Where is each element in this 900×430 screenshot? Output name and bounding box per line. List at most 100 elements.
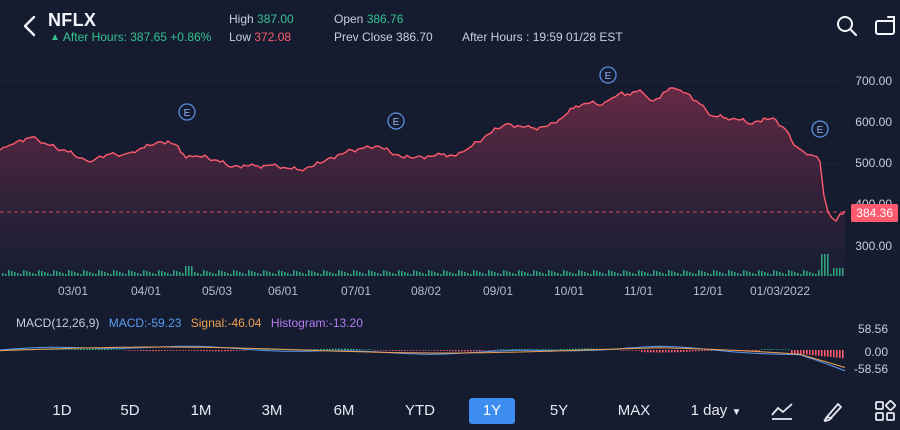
- histogram-bar: [680, 350, 682, 353]
- histogram-bar: [635, 350, 637, 351]
- range-1d-button[interactable]: 1D: [52, 402, 72, 419]
- macd-chart[interactable]: [0, 330, 900, 390]
- histogram-bar: [434, 350, 436, 351]
- histogram-bar: [389, 350, 391, 351]
- range-1y-button[interactable]: 1Y: [469, 398, 515, 424]
- volume-bar: [167, 273, 169, 276]
- volume-bar: [488, 270, 490, 276]
- volume-bar: [308, 270, 310, 276]
- price-chart[interactable]: E E E E: [0, 0, 900, 292]
- range-6m-button[interactable]: 6M: [333, 402, 355, 419]
- volume-bar: [743, 270, 745, 276]
- volume-bar: [35, 274, 37, 276]
- rotate-screen-icon[interactable]: [874, 14, 898, 43]
- range-max-button[interactable]: MAX: [617, 402, 651, 419]
- histogram-bar: [587, 348, 589, 350]
- volume-bar: [341, 271, 343, 276]
- range-5y-button[interactable]: 5Y: [549, 402, 569, 419]
- volume-bar: [758, 270, 760, 276]
- range-1m-button[interactable]: 1M: [190, 402, 212, 419]
- volume-bar: [401, 271, 403, 276]
- volume-bar: [836, 268, 838, 276]
- interval-value: 1 day: [690, 402, 728, 419]
- volume-bar: [464, 272, 466, 276]
- volume-bar: [470, 274, 472, 276]
- volume-bar: [503, 270, 505, 276]
- search-icon[interactable]: [836, 15, 858, 42]
- volume-bar: [296, 271, 298, 276]
- volume-bar: [407, 273, 409, 276]
- histogram-bar: [422, 350, 424, 351]
- volume-bar: [65, 274, 67, 276]
- back-chevron-icon[interactable]: [18, 12, 42, 40]
- volume-bar: [554, 272, 556, 276]
- histogram-bar: [707, 350, 709, 351]
- date-axis-label: 11/01: [624, 284, 654, 298]
- histogram-bar: [92, 348, 94, 350]
- volume-bar: [659, 272, 661, 276]
- histogram-bar: [260, 349, 262, 350]
- chart-type-icon[interactable]: [771, 401, 793, 426]
- volume-bar: [362, 273, 364, 276]
- volume-bar: [455, 274, 457, 276]
- high-label: High: [229, 12, 254, 26]
- volume-bar: [521, 271, 523, 276]
- histogram-bar: [485, 350, 487, 351]
- histogram-bar: [491, 350, 493, 351]
- volume-bar: [668, 270, 670, 276]
- histogram-bar: [665, 350, 667, 353]
- volume-bar: [602, 273, 604, 276]
- histogram-bar: [512, 349, 514, 350]
- histogram-bar: [149, 350, 151, 352]
- range-5d-button[interactable]: 5D: [120, 402, 140, 419]
- histogram-bar: [767, 349, 769, 350]
- histogram-bar: [455, 350, 457, 352]
- volume-bar: [275, 274, 277, 276]
- volume-bar: [110, 274, 112, 276]
- volume-bar: [458, 270, 460, 276]
- histogram-bar: [632, 350, 634, 351]
- grid-icon[interactable]: [874, 400, 896, 427]
- histogram-bar: [791, 350, 793, 354]
- volume-bar: [194, 272, 196, 276]
- volume-bar: [347, 273, 349, 276]
- interval-dropdown[interactable]: 1 day ▼: [684, 398, 748, 424]
- volume-bar: [794, 272, 796, 276]
- date-axis-label: 04/01: [131, 284, 162, 298]
- volume-bar: [725, 274, 727, 276]
- histogram-bar: [692, 350, 694, 352]
- range-ytd-button[interactable]: YTD: [405, 402, 435, 419]
- volume-bar: [380, 274, 382, 276]
- volume-bar: [821, 254, 823, 276]
- volume-bar: [311, 271, 313, 276]
- earnings-marker: E: [811, 120, 829, 138]
- histogram-bar: [359, 349, 361, 350]
- histogram-bar: [677, 350, 679, 353]
- histogram-bar: [614, 349, 616, 350]
- draw-icon[interactable]: [822, 400, 844, 427]
- volume-bar: [350, 274, 352, 276]
- volume-bar: [92, 273, 94, 276]
- volume-bar: [629, 272, 631, 276]
- histogram-bar: [584, 348, 586, 350]
- volume-bar: [482, 273, 484, 276]
- volume-bar: [800, 274, 802, 276]
- price-line: [0, 87, 846, 223]
- range-bar: 1D 5D 1M 3M 6M YTD 1Y 5Y MAX 1 day ▼: [0, 392, 900, 430]
- volume-bar: [749, 272, 751, 276]
- range-3m-button[interactable]: 3M: [261, 402, 283, 419]
- volume-bar: [263, 270, 265, 276]
- histogram-bar: [770, 349, 772, 350]
- volume-bar: [191, 266, 193, 276]
- volume-bar: [440, 274, 442, 276]
- volume-bar: [179, 272, 181, 276]
- volume-bar: [485, 274, 487, 276]
- histogram-bar: [83, 348, 85, 350]
- histogram-bar: [314, 349, 316, 350]
- volume-bar: [56, 271, 58, 276]
- volume-bars: [2, 254, 844, 276]
- histogram-bar: [236, 350, 238, 351]
- histogram-bar: [806, 350, 808, 355]
- volume-bar: [611, 271, 613, 276]
